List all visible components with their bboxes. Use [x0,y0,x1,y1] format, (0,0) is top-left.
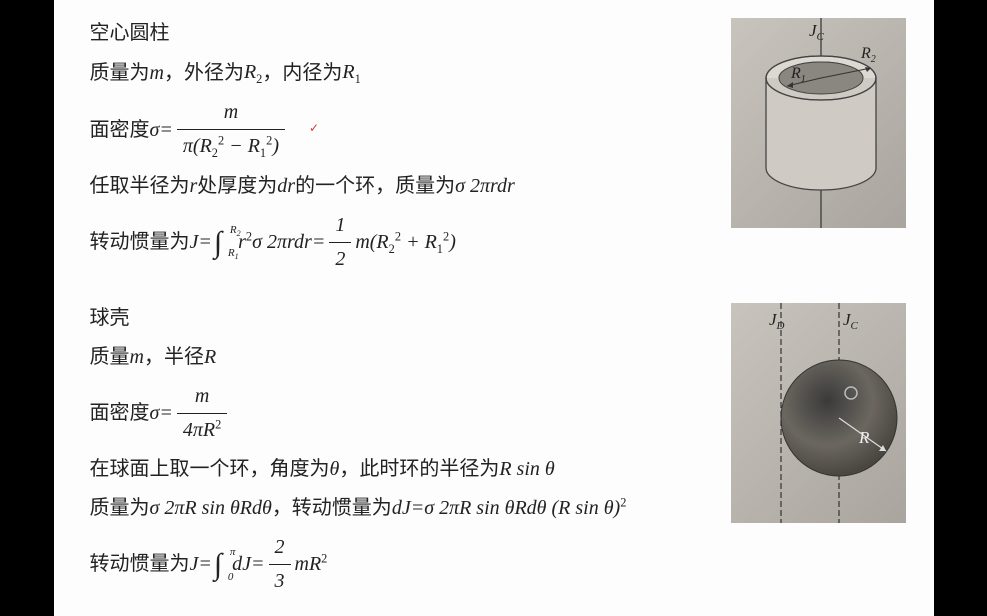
t: 面密度 [90,115,150,146]
svg-text:JC: JC [809,21,825,43]
t: ，转动惯量为 [272,493,392,524]
den: π(R22 − R12) [177,129,285,163]
mR2: mR2 [295,549,328,580]
dJ: dJ [392,493,411,524]
result: m(R22 + R12) [355,227,456,259]
t: ，外径为 [164,58,244,89]
sigma: σ [150,115,160,146]
figure-cylinder: JC R2 R1 [731,18,906,228]
frac23: 2 3 [269,532,291,597]
t: ，半径 [144,342,204,373]
t: ，此时环的半径为 [339,454,499,485]
n4: 4 [183,419,193,441]
title-text: 球壳 [90,303,130,334]
svg-text:JC: JC [843,310,859,332]
lp: ( [193,135,200,157]
num: 1 [329,210,351,242]
Rsin: R sin θ [499,454,554,485]
m: m [150,58,164,89]
section-spherical-shell: 球壳 质量 m ，半径 R 面密度 σ = m 4πR2 在球面上取一个环，角度… [90,303,906,605]
R2: R2 [244,57,262,89]
eq: = [312,227,326,258]
R1: R12 [248,135,273,157]
pi: π [183,135,193,157]
document-page: 空心圆柱 质量为 m ，外径为 R2 ，内径为 R1 面密度 σ = m π(R… [54,0,934,616]
params-line-2: 质量 m ，半径 R [90,342,711,373]
svg-text:JD: JD [769,310,785,332]
sigma: σ [150,398,160,429]
den: 2 [329,242,351,275]
fraction: m 4πR2 [177,381,227,446]
t: 转动惯量为 [90,227,190,258]
eq: = [159,115,173,146]
J: J [190,227,199,258]
half: 1 2 [329,210,351,275]
eq: = [198,549,212,580]
rp: ) [272,135,279,157]
text-block-1: 空心圆柱 质量为 m ，外径为 R2 ，内径为 R1 面密度 σ = m π(R… [90,18,711,283]
num: 2 [269,532,291,564]
R1: R1 [342,57,360,89]
R2: R22 [200,135,225,157]
num: m [218,97,244,129]
t: 的一个环，质量为 [295,171,455,202]
eq: = [411,493,425,524]
title-text: 空心圆柱 [90,18,170,49]
pi: π [193,419,203,441]
m: m [130,342,144,373]
r: r [190,171,198,202]
t: 质量为 [90,493,150,524]
eq: = [251,549,265,580]
fraction: m π(R22 − R12) [177,97,285,163]
sigma-eq-2: 面密度 σ = m 4πR2 [90,381,711,446]
t: 质量为 [90,58,150,89]
minus: − [224,135,248,157]
integral-icon: ∫R1R2 [214,228,222,258]
den: 4πR2 [177,413,227,446]
dJ-line: 质量为 σ 2πR sin θRdθ ，转动惯量为 dJ = σ 2πR sin… [90,493,711,524]
t: ，内径为 [262,58,342,89]
J: J [190,549,199,580]
params-line: 质量为 m ，外径为 R2 ，内径为 R1 [90,57,711,89]
ring-line: 任取半径为 r 处厚度为 dr 的一个环，质量为 σ 2πrdr [90,171,711,202]
theta: θ [330,454,340,485]
expr: σ 2πR sin θRdθ (R sin θ)2 [424,493,626,524]
t: 在球面上取一个环，角度为 [90,454,330,485]
integrand: σ 2πrdr [252,227,312,258]
t: 转动惯量为 [90,549,190,580]
title-1: 空心圆柱 [90,18,711,49]
svg-text:R: R [858,428,870,447]
t: 质量 [90,342,130,373]
dr: dr [277,171,295,202]
integral-icon: ∫0π [214,550,222,580]
t: 处厚度为 [197,171,277,202]
J-eq: 转动惯量为 J = ∫R1R2 r2 σ 2πrdr = 1 2 m(R22 +… [90,210,711,275]
text-block-2: 球壳 质量 m ，半径 R 面密度 σ = m 4πR2 在球面上取一个环，角度… [90,303,711,605]
mR: mR [295,553,322,575]
t: 任取半径为 [90,171,190,202]
svg-text:R2: R2 [860,45,876,65]
cursor-mark: ✓ [309,119,319,138]
eq: = [159,398,173,429]
den: 3 [269,564,291,597]
J-eq-2: 转动惯量为 J = ∫0π dJ = 2 3 mR2 [90,532,711,597]
cylinder-diagram-icon: JC R2 R1 [731,18,906,228]
R: R [204,342,216,373]
R: R [342,61,354,83]
eq: = [198,227,212,258]
t: 面密度 [90,398,150,429]
sphere-diagram-icon: JD JC R [731,303,906,523]
R: R [244,61,256,83]
plus: + [401,231,425,253]
section-hollow-cylinder: 空心圆柱 质量为 m ，外径为 R2 ，内径为 R1 面密度 σ = m π(R… [90,18,906,283]
figure-sphere: JD JC R [731,303,906,523]
sigma-eq: 面密度 σ = m π(R22 − R12) ✓ [90,97,711,163]
e: σ 2πR sin θRdθ (R sin θ) [424,497,620,519]
title-2: 球壳 [90,303,711,334]
num: m [189,381,215,413]
mass: σ 2πR sin θRdθ [150,493,272,524]
ring-line-2: 在球面上取一个环，角度为 θ ，此时环的半径为 R sin θ [90,454,711,485]
expr: σ 2πrdr [455,171,515,202]
